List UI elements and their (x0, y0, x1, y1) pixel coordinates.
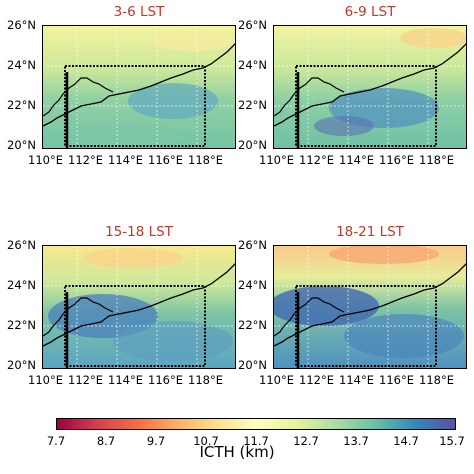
lat-tick-26: 26°N (7, 18, 36, 32)
lat-tick-20: 20°N (7, 138, 36, 152)
lon-tick-114: 114°E (108, 373, 143, 387)
lon-tick-110: 110°E (259, 153, 294, 167)
lon-tick-118: 118°E (419, 153, 454, 167)
lat-tick-26: 26°N (238, 238, 267, 252)
lat-tick-22: 22°N (238, 318, 267, 332)
panel-title: 6-9 LST (344, 4, 396, 20)
lon-tick-118: 118°E (188, 153, 223, 167)
panel-title: 15-18 LST (105, 224, 173, 240)
colorbar-tick: 9.7 (146, 434, 166, 448)
lat-tick-26: 26°N (7, 238, 36, 252)
map-area (42, 245, 236, 369)
colorbar-tick: 10.7 (193, 434, 219, 448)
lon-tick-114: 114°E (339, 373, 374, 387)
icth-field (43, 26, 235, 148)
lon-tick-118: 118°E (188, 373, 223, 387)
lon-tick-118: 118°E (419, 373, 454, 387)
icth-field (274, 26, 466, 148)
lat-tick-20: 20°N (238, 358, 267, 372)
lon-tick-114: 114°E (108, 153, 143, 167)
lon-tick-110: 110°E (28, 373, 63, 387)
lon-tick-112: 112°E (68, 373, 103, 387)
lon-tick-116: 116°E (379, 373, 414, 387)
colorbar-label: ICTH (km) (199, 443, 275, 461)
lat-tick-22: 22°N (7, 98, 36, 112)
map-area (273, 245, 467, 369)
colorbar-tick: 13.7 (343, 434, 369, 448)
lon-tick-110: 110°E (259, 373, 294, 387)
lon-tick-116: 116°E (148, 373, 183, 387)
lat-tick-24: 24°N (7, 58, 36, 72)
lon-tick-112: 112°E (299, 373, 334, 387)
lat-tick-24: 24°N (7, 278, 36, 292)
lon-tick-114: 114°E (339, 153, 374, 167)
panel-title: 18-21 LST (336, 224, 404, 240)
icth-field (274, 246, 466, 368)
colorbar-tick: 8.7 (96, 434, 116, 448)
lat-tick-22: 22°N (238, 98, 267, 112)
lon-tick-110: 110°E (28, 153, 63, 167)
lat-tick-24: 24°N (238, 58, 267, 72)
lat-tick-22: 22°N (7, 318, 36, 332)
lon-tick-112: 112°E (299, 153, 334, 167)
lon-tick-116: 116°E (379, 153, 414, 167)
lat-tick-20: 20°N (238, 138, 267, 152)
map-area (273, 25, 467, 149)
lon-tick-112: 112°E (68, 153, 103, 167)
lat-tick-24: 24°N (238, 278, 267, 292)
icth-field (43, 246, 235, 368)
lat-tick-20: 20°N (7, 358, 36, 372)
colorbar-tick: 14.7 (393, 434, 419, 448)
panel-title: 3-6 LST (113, 4, 165, 20)
lon-tick-116: 116°E (148, 153, 183, 167)
map-area (42, 25, 236, 149)
colorbar-tick: 12.7 (293, 434, 319, 448)
colorbar (56, 418, 456, 430)
lat-tick-26: 26°N (238, 18, 267, 32)
colorbar-tick: 15.7 (439, 434, 465, 448)
colorbar-tick: 7.7 (46, 434, 66, 448)
colorbar-tick: 11.7 (243, 434, 269, 448)
